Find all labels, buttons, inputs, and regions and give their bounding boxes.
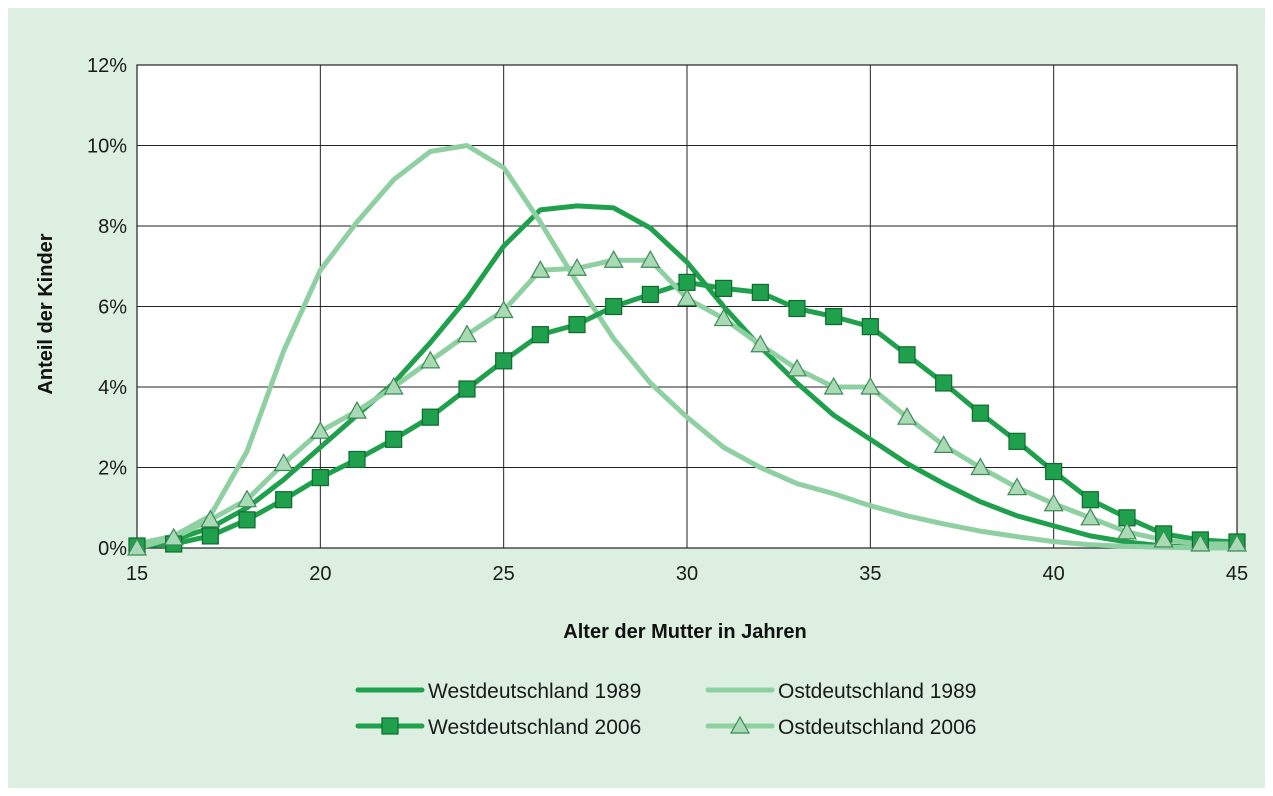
legend-item-ostdeutschland-2006: Ostdeutschland 2006	[705, 715, 976, 739]
data-point-ostdeutschland-2006	[273, 453, 294, 472]
data-point-westdeutschland-2006	[568, 316, 586, 334]
y-tick-label: 0%	[98, 538, 127, 560]
x-tick-label: 45	[1226, 563, 1248, 585]
data-point-westdeutschland-2006	[678, 273, 696, 291]
x-tick-label: 25	[493, 563, 515, 585]
data-point-ostdeutschland-2006	[1043, 493, 1064, 512]
data-point-ostdeutschland-2006	[1006, 477, 1028, 496]
y-tick-label: 12%	[87, 55, 127, 77]
data-point-westdeutschland-2006	[531, 326, 549, 344]
data-point-ostdeutschland-2006	[530, 260, 551, 278]
legend-label: Westdeutschland 2006	[428, 716, 641, 739]
data-point-ostdeutschland-2006	[1116, 521, 1138, 540]
x-axis-title: Alter der Mutter in Jahren	[563, 621, 806, 643]
data-point-westdeutschland-2006	[715, 279, 733, 297]
data-point-westdeutschland-2006	[605, 297, 623, 316]
x-tick-label: 15	[126, 563, 148, 585]
data-point-ostdeutschland-2006	[163, 527, 184, 546]
legend-item-westdeutschland-2006: Westdeutschland 2006	[355, 716, 641, 739]
data-point-westdeutschland-2006	[751, 283, 769, 302]
data-point-ostdeutschland-2006	[236, 489, 258, 508]
data-point-ostdeutschland-2006	[676, 288, 698, 307]
data-point-westdeutschland-2006	[935, 374, 953, 392]
data-point-westdeutschland-2006	[1045, 462, 1063, 481]
y-tick-label: 8%	[98, 216, 127, 238]
data-point-ostdeutschland-2006	[1080, 507, 1101, 526]
data-point-westdeutschland-2006	[421, 408, 439, 426]
data-point-ostdeutschland-2006	[786, 358, 808, 377]
data-point-westdeutschland-2006	[788, 299, 806, 318]
y-tick-label: 2%	[98, 458, 127, 480]
x-tick-labels: 15 20 25 30 35 40 45	[126, 563, 1248, 585]
data-point-westdeutschland-2006	[825, 307, 843, 326]
data-point-westdeutschland-2006	[1081, 491, 1099, 509]
data-point-ostdeutschland-2006	[750, 334, 771, 353]
data-point-ostdeutschland-2006	[860, 376, 881, 395]
data-point-westdeutschland-2006	[275, 491, 293, 509]
data-point-ostdeutschland-2006	[640, 249, 661, 268]
data-point-ostdeutschland-2006	[896, 406, 918, 425]
legend-label: Ostdeutschland 1989	[778, 680, 976, 703]
y-tick-label: 6%	[98, 297, 127, 319]
data-point-ostdeutschland-2006	[1190, 533, 1211, 552]
x-tick-label: 40	[1043, 563, 1065, 585]
data-point-westdeutschland-2006	[898, 346, 916, 364]
series-markers	[126, 249, 1248, 556]
data-point-ostdeutschland-2006	[383, 376, 404, 395]
data-point-westdeutschland-2006	[861, 318, 879, 336]
line-chart: 0% 2% 4% 6% 8% 10% 12% 15 20 25 30 35 40 45 Alter de…	[35, 55, 1248, 739]
legend-item-ostdeutschland-1989: Ostdeutschland 1989	[705, 680, 976, 703]
legend-label: Westdeutschland 1989	[428, 680, 641, 703]
y-tick-label: 4%	[98, 377, 127, 399]
y-tick-label: 10%	[87, 136, 127, 158]
x-tick-label: 35	[859, 563, 881, 585]
legend-marker	[381, 717, 399, 735]
data-point-ostdeutschland-2006	[346, 400, 368, 419]
data-point-ostdeutschland-2006	[603, 249, 624, 268]
legend: Westdeutschland 1989 Ostdeutschland 1989 W…	[355, 680, 976, 739]
data-point-ostdeutschland-2006	[310, 421, 331, 439]
y-tick-labels: 0% 2% 4% 6% 8% 10% 12%	[87, 55, 127, 560]
data-point-westdeutschland-2006	[385, 430, 403, 448]
legend-label: Ostdeutschland 2006	[778, 716, 976, 739]
data-point-ostdeutschland-2006	[420, 350, 441, 369]
data-point-ostdeutschland-2006	[713, 308, 734, 327]
series-line-westdeutschland-1989	[134, 203, 1240, 551]
legend-item-westdeutschland-1989: Westdeutschland 1989	[355, 680, 641, 703]
data-point-ostdeutschland-2006	[456, 324, 478, 343]
data-point-westdeutschland-2006	[495, 352, 513, 370]
data-point-ostdeutschland-2006	[970, 457, 991, 476]
x-tick-label: 20	[309, 563, 331, 585]
data-point-ostdeutschland-2006	[1153, 529, 1174, 548]
chart-panel: 0% 2% 4% 6% 8% 10% 12% 15 20 25 30 35 40 45 Alter de…	[8, 8, 1265, 788]
data-point-westdeutschland-2006	[348, 450, 366, 469]
data-point-westdeutschland-2006	[971, 404, 989, 422]
x-tick-label: 30	[676, 563, 698, 585]
data-point-westdeutschland-2006	[458, 380, 476, 398]
grid-lines	[136, 64, 1238, 549]
data-point-ostdeutschland-2006	[126, 537, 148, 556]
data-point-ostdeutschland-2006	[823, 376, 844, 395]
data-point-westdeutschland-2006	[1008, 432, 1026, 450]
series-line-ostdeutschland-1989	[134, 143, 1240, 551]
data-point-ostdeutschland-2006	[200, 509, 221, 528]
data-point-westdeutschland-2006	[641, 285, 659, 304]
data-point-ostdeutschland-2006	[933, 435, 954, 453]
y-axis-title: Anteil der Kinder	[35, 233, 57, 394]
data-point-westdeutschland-2006	[238, 511, 256, 529]
data-point-westdeutschland-2006	[201, 527, 219, 545]
legend-marker	[729, 715, 751, 734]
data-point-ostdeutschland-2006	[1226, 533, 1248, 552]
data-point-ostdeutschland-2006	[566, 258, 588, 276]
data-point-ostdeutschland-2006	[493, 300, 514, 319]
data-point-westdeutschland-2006	[311, 468, 329, 487]
